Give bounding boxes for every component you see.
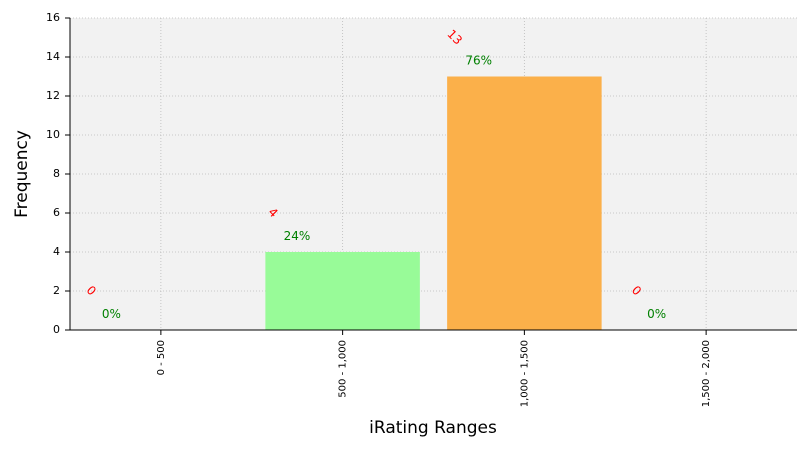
x-tick-label: 0 - 500 (156, 340, 167, 375)
y-tick-label: 6 (53, 206, 60, 219)
x-tick-label: 1,500 - 2,000 (701, 340, 712, 407)
percent-label: 76% (465, 53, 492, 67)
y-tick-label: 14 (46, 50, 60, 63)
y-tick-label: 4 (53, 245, 60, 258)
percent-label: 0% (102, 307, 121, 321)
bar (447, 76, 602, 330)
percent-label: 24% (284, 229, 311, 243)
marks (265, 76, 602, 330)
y-tick-label: 2 (53, 284, 60, 297)
y-tick-label: 0 (53, 323, 60, 336)
x-axis-label: iRating Ranges (369, 418, 497, 438)
y-tick-label: 16 (46, 11, 60, 24)
bar (265, 252, 420, 330)
y-tick-label: 10 (46, 128, 60, 141)
y-axis-label: Frequency (12, 130, 32, 218)
percent-label: 0% (647, 307, 666, 321)
x-tick-label: 500 - 1,000 (338, 340, 349, 398)
y-tick-label: 8 (53, 167, 60, 180)
y-tick-label: 12 (46, 89, 60, 102)
x-tick-label: 1,000 - 1,500 (519, 340, 530, 407)
